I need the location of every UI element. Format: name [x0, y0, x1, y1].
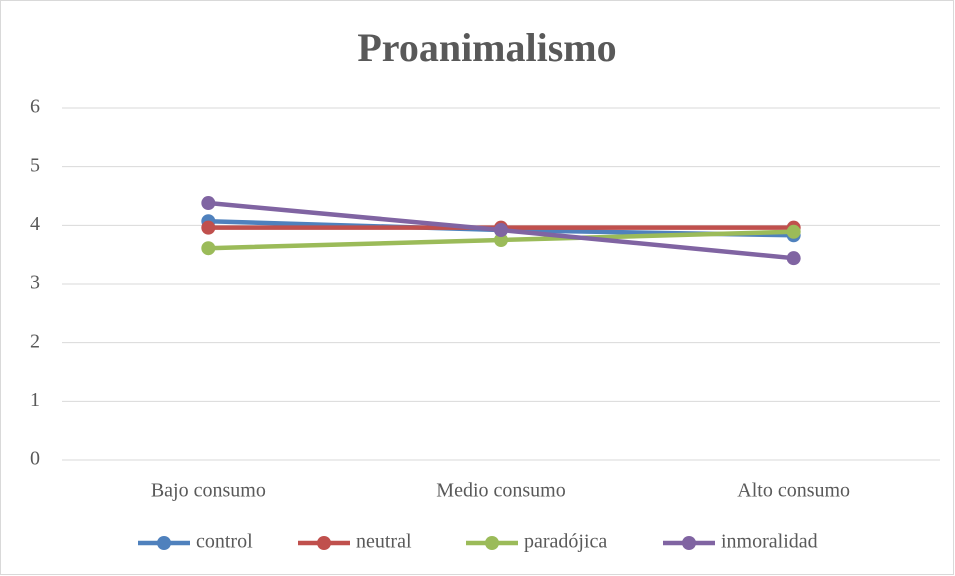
- legend-marker: [317, 536, 331, 550]
- y-tick-label: 3: [30, 272, 40, 294]
- y-tick-label: 6: [30, 96, 40, 118]
- legend-label: inmoralidad: [721, 531, 818, 553]
- data-point: [494, 233, 508, 247]
- data-point: [786, 251, 801, 266]
- x-tick-label: Alto consumo: [737, 480, 850, 502]
- y-tick-label: 2: [30, 330, 40, 352]
- x-tick-label: Bajo consumo: [151, 480, 266, 502]
- legend-marker: [682, 536, 696, 550]
- data-point: [201, 241, 216, 256]
- legend-label: neutral: [356, 531, 412, 553]
- legend-marker: [485, 536, 499, 550]
- y-tick-label: 1: [30, 389, 40, 411]
- data-point: [201, 196, 216, 211]
- y-tick-label: 5: [30, 154, 40, 176]
- y-tick-label: 4: [30, 213, 40, 235]
- x-tick-label: Medio consumo: [436, 480, 565, 502]
- data-point: [494, 223, 508, 238]
- legend-label: control: [196, 531, 253, 553]
- chart-title: Proanimalismo: [357, 25, 616, 70]
- legend-marker: [157, 536, 171, 550]
- data-point: [201, 220, 216, 235]
- data-point: [786, 224, 801, 239]
- legend-label: paradójica: [524, 531, 607, 553]
- y-tick-label: 0: [30, 448, 40, 470]
